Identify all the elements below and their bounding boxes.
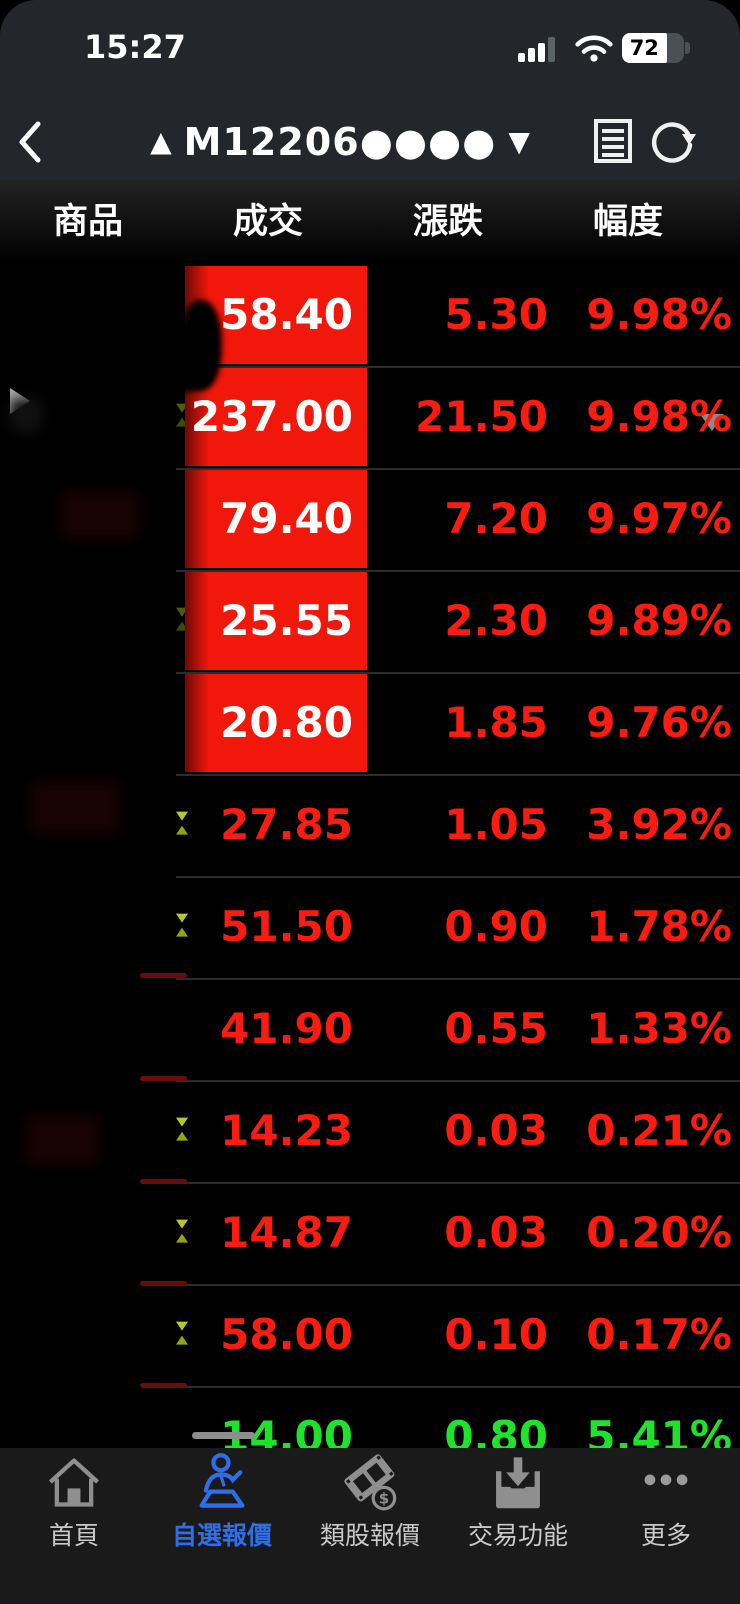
ellipsis-icon [592,1452,740,1514]
tab-more[interactable]: 更多 [592,1448,740,1604]
last-price-cell: 27.85 [220,800,353,849]
redaction-artifact [140,973,187,978]
last-price-cell: 51.50 [220,902,353,951]
header-percent[interactable]: 幅度 [592,202,663,242]
quote-row[interactable]: 14.87 0.03 0.20% [0,1182,740,1284]
last-price-cell: 20.80 [185,674,367,772]
tick-arrows-icon [176,1321,190,1345]
tab-label: 更多 [640,1521,691,1550]
change-cell: 2.30 [444,596,548,645]
quote-list-mode-button[interactable] [592,118,634,168]
status-time: 15:27 [84,28,186,66]
quote-row[interactable]: 27.85 1.05 3.92% [0,774,740,876]
film-dollar-icon: $ [296,1452,444,1514]
header-product[interactable]: 商品 [52,202,123,242]
redaction-artifact [192,1432,255,1439]
percent-cell: 3.92% [586,800,732,849]
change-cell: 0.10 [444,1310,548,1359]
cellular-signal-icon [518,36,566,62]
change-cell: 21.50 [415,392,548,441]
person-quotes-icon [148,1452,296,1514]
prev-group-icon[interactable]: ▲ [150,125,172,158]
header-change[interactable]: 漲跌 [412,202,483,242]
tick-arrows-icon [176,913,190,937]
quote-table-header: 商品 成交 漲跌 幅度 [0,180,740,431]
finger-shadow [146,346,212,392]
change-cell: 7.20 [444,494,548,543]
page-title: M12206●●●● [183,120,497,164]
percent-cell: 9.98% [586,290,732,339]
change-cell: 0.03 [444,1106,548,1155]
last-price-cell: 14.87 [220,1208,353,1257]
battery-icon: 72 [622,33,690,63]
quote-row[interactable]: 58.00 0.10 0.17% [0,1284,740,1386]
percent-cell: 9.76% [586,698,732,747]
tick-arrows-icon [176,403,190,427]
change-cell: 0.55 [444,1004,548,1053]
tick-arrows-icon [176,1219,190,1243]
tab-label: 自選報價 [171,1521,272,1550]
tick-arrows-icon [176,1117,190,1141]
quote-row[interactable]: 41.90 0.55 1.33% [0,978,740,1080]
wifi-icon [574,33,614,67]
redaction-artifact [140,1076,187,1081]
redaction-ghost [25,1115,100,1165]
redaction-ghost [10,398,42,432]
back-button[interactable] [14,118,48,166]
svg-text:$: $ [379,1489,389,1507]
tick-arrows-icon [176,811,190,835]
redaction-ghost [30,780,120,835]
change-cell: 1.05 [444,800,548,849]
quote-row[interactable]: 20.80 1.85 9.76% [0,672,740,774]
change-cell: 5.30 [444,290,548,339]
redaction-artifact [140,1179,187,1184]
quote-row[interactable]: 58.40 5.30 9.98% [0,264,740,366]
last-price-cell: 25.55 [185,572,367,670]
redaction-artifact [140,1281,187,1286]
last-price-cell: 58.00 [220,1310,353,1359]
last-price-cell: 14.23 [220,1106,353,1155]
percent-cell: 0.17% [586,1310,732,1359]
quote-row[interactable]: 237.00 21.50 9.98% [0,366,740,468]
next-group-icon[interactable]: ▼ [508,125,530,158]
refresh-button[interactable] [648,118,696,170]
home-icon [0,1452,148,1514]
tab-label: 首頁 [48,1521,99,1550]
inbox-download-icon [444,1452,592,1514]
quote-row[interactable]: 51.50 0.90 1.78% [0,876,740,978]
tab-sector-quotes[interactable]: $ 類股報價 [296,1448,444,1604]
last-price-cell: 79.40 [185,470,367,568]
percent-cell: 9.89% [586,596,732,645]
percent-cell: 0.20% [586,1208,732,1257]
change-cell: 0.90 [444,902,548,951]
tab-home[interactable]: 首頁 [0,1448,148,1604]
percent-cell: 9.97% [586,494,732,543]
header-last-price[interactable]: 成交 [232,202,303,242]
percent-cell: 1.33% [586,1004,732,1053]
top-chrome: 15:27 72 ▲ M12206●●●● ▼ [0,0,740,180]
quote-row[interactable]: 14.23 0.03 0.21% [0,1080,740,1182]
tick-arrows-icon [176,607,190,631]
tab-label: 交易功能 [467,1521,568,1550]
watchlist-group-selector[interactable]: ▲ M12206●●●● ▼ [120,116,560,168]
tab-label: 類股報價 [319,1521,420,1550]
quote-row[interactable]: 79.40 7.20 9.97% [0,468,740,570]
bottom-tab-bar: 首頁 自選報價 [0,1448,740,1604]
redaction-artifact [140,1383,187,1388]
last-price-cell: 237.00 [185,368,367,466]
redaction-ghost [60,490,140,540]
tab-trade-functions[interactable]: 交易功能 [444,1448,592,1604]
sort-desc-icon[interactable] [700,414,724,431]
percent-cell: 0.21% [586,1106,732,1155]
percent-cell: 1.78% [586,902,732,951]
quote-row[interactable]: 25.55 2.30 9.89% [0,570,740,672]
battery-percent: 72 [629,36,659,60]
change-cell: 1.85 [444,698,548,747]
percent-cell: 9.98% [586,392,732,441]
last-price-cell: 41.90 [220,1004,353,1053]
change-cell: 0.03 [444,1208,548,1257]
tab-watchlist-quotes[interactable]: 自選報價 [148,1448,296,1604]
